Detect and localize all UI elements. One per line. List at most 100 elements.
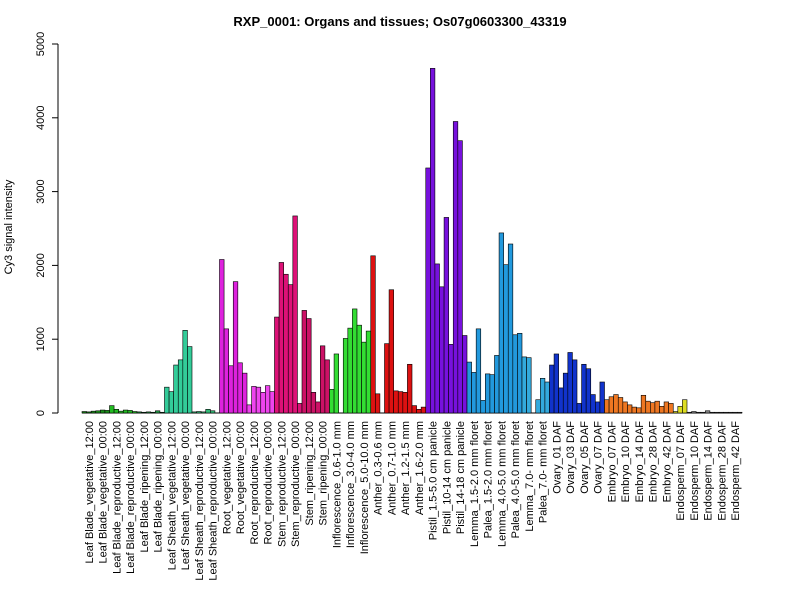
- bar: [90, 410, 97, 414]
- bar: [581, 363, 587, 414]
- category-label: Embryo_07 DAF: [606, 421, 618, 503]
- category-labels: Leaf Blade_vegetative_12:00 Leaf Blade_ve…: [84, 421, 742, 581]
- bar: [691, 411, 697, 414]
- bar: [439, 286, 445, 414]
- bar: [191, 411, 197, 414]
- bar: [737, 411, 743, 414]
- bar: [283, 273, 289, 414]
- category-label: Leaf Sheath_vegetative_00:00: [180, 421, 192, 570]
- category-label: Anther_1.2-1.5 mm: [400, 421, 412, 515]
- bar: [342, 338, 349, 414]
- bar: [471, 372, 477, 414]
- bar: [521, 356, 527, 414]
- bar: [682, 399, 688, 414]
- bar: [686, 411, 692, 414]
- bar: [187, 346, 193, 414]
- bar: [590, 394, 596, 414]
- category-label: Lemma_4.0-5.0 mm floret: [496, 421, 508, 547]
- chart-title: RXP_0001: Organs and tissues; Os07g06033…: [233, 14, 566, 29]
- category-label: Palea_1.5-2.0 mm floret: [483, 421, 495, 538]
- bar: [695, 411, 702, 414]
- category-label: Lemma_7.0- mm floret: [524, 421, 536, 532]
- category-label: Endosperm_28 DAF: [716, 421, 728, 521]
- category-label: Stem_reproductive_12:00: [276, 421, 288, 547]
- category-label: Leaf Blade_vegetative_12:00: [84, 421, 96, 564]
- bar: [361, 341, 367, 414]
- bar: [127, 410, 133, 414]
- bar: [352, 308, 358, 414]
- category-label: Inflorescence_0.6-1.0 mm: [331, 421, 343, 548]
- bar: [448, 344, 454, 414]
- category-label: Embryo_14 DAF: [634, 421, 646, 503]
- category-label: Root_reproductive_12:00: [249, 421, 261, 545]
- bar: [604, 399, 610, 414]
- bar: [416, 409, 422, 414]
- category-label: Ovary_01 DAF: [551, 421, 563, 494]
- bar: [650, 402, 656, 414]
- bar: [132, 411, 138, 414]
- bar: [636, 407, 642, 414]
- bar: [118, 410, 124, 414]
- bar: [310, 392, 317, 414]
- bar: [485, 373, 491, 414]
- category-label: Endosperm_42 DAF: [730, 421, 742, 521]
- bar: [558, 387, 564, 414]
- category-label: Root_reproductive_00:00: [263, 421, 275, 545]
- category-label: Palea_7.0- mm floret: [538, 421, 550, 523]
- bar: [595, 401, 601, 414]
- bar: [714, 411, 720, 414]
- bar: [269, 391, 275, 414]
- category-label: Anther_1.6-2.0 mm: [414, 421, 426, 515]
- bar: [86, 411, 92, 414]
- category-label: Embryo_42 DAF: [661, 421, 673, 503]
- bar: [402, 392, 408, 414]
- y-axis: 0 1000 2000 3000 4000 5000: [35, 32, 59, 416]
- bar: [347, 327, 353, 414]
- bar: [572, 359, 578, 414]
- category-label: Leaf Sheath_reproductive_12:00: [194, 421, 206, 581]
- bar: [622, 401, 628, 414]
- bar: [526, 357, 532, 414]
- bar: [356, 324, 362, 414]
- bar: [200, 411, 207, 414]
- bar: [159, 411, 165, 414]
- bar: [237, 362, 243, 414]
- bar: [617, 397, 624, 414]
- bar: [507, 243, 514, 414]
- bar: [375, 393, 381, 414]
- bar: [150, 411, 156, 414]
- bar: [333, 353, 339, 414]
- bar: [81, 411, 87, 414]
- bar: [320, 345, 326, 414]
- category-label: Inflorescence_3.0-4.0 mm: [345, 421, 357, 548]
- category-label: Anther_0.7-1.0 mm: [386, 421, 398, 515]
- bar: [145, 411, 152, 414]
- bar: [663, 401, 669, 414]
- bar: [232, 281, 239, 414]
- category-label: Stem_ripening_00:00: [318, 421, 330, 526]
- category-label: Leaf Blade_reproductive_12:00: [111, 421, 123, 574]
- bar: [608, 396, 614, 414]
- category-label: Root_vegetative_00:00: [235, 421, 247, 534]
- category-label: Pistil_10-14 cm panicle: [441, 421, 453, 534]
- y-tick-label: 4000: [35, 106, 47, 130]
- bar: [228, 365, 234, 414]
- bar: [425, 167, 431, 414]
- bar: [210, 410, 216, 414]
- bar: [292, 215, 298, 414]
- bar: [718, 411, 724, 414]
- bar: [136, 411, 142, 414]
- bar: [324, 359, 330, 414]
- bar: [498, 232, 504, 414]
- bar: [397, 391, 404, 414]
- category-label: Ovary_07 DAF: [593, 421, 605, 494]
- category-label: Endosperm_07 DAF: [675, 421, 687, 521]
- bar: [567, 352, 573, 414]
- bar: [535, 399, 541, 414]
- bar: [452, 121, 459, 414]
- bar: [553, 353, 559, 414]
- bar: [732, 411, 738, 414]
- bar: [517, 332, 523, 414]
- bar: [177, 359, 184, 414]
